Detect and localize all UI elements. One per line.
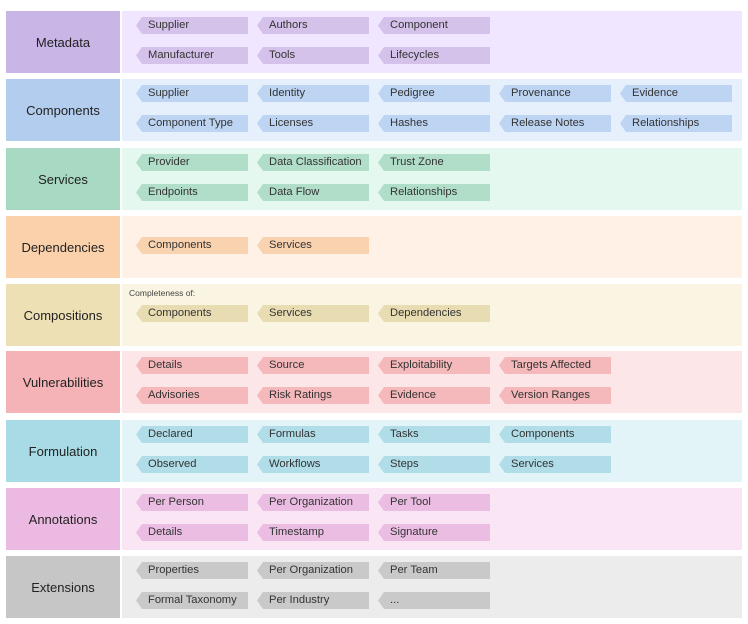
capability-chip: Formal Taxonomy [136, 592, 248, 609]
capability-chip: Data Flow [257, 184, 369, 201]
capability-chip: Licenses [257, 115, 369, 132]
capability-chip: Timestamp [257, 524, 369, 541]
row-components: Components Supplier Identity Pedigree Proven… [6, 79, 742, 141]
row-vulnerabilities: Vulnerabilities Details Source Exploitabili… [6, 351, 742, 413]
capability-chip: Relationships [378, 184, 490, 201]
capability-chip: Observed [136, 456, 248, 473]
capability-chip: Endpoints [136, 184, 248, 201]
capability-chip: Components [136, 305, 248, 322]
capability-chip: Provenance [499, 85, 611, 102]
row-body: Provider Data Classification Trust Zone End… [122, 148, 742, 210]
row-body: Per Person Per Organization Per Tool Detail… [122, 488, 742, 550]
capability-chip: Evidence [620, 85, 732, 102]
capability-chip: Details [136, 357, 248, 374]
capability-chip: Components [136, 237, 248, 254]
capability-chip: Tasks [378, 426, 490, 443]
capability-chip: Per Team [378, 562, 490, 579]
capability-chip: Declared [136, 426, 248, 443]
row-label: Extensions [6, 556, 120, 618]
row-body: Details Source Exploitability Targets Affec… [122, 351, 742, 413]
capability-chip: Release Notes [499, 115, 611, 132]
row-body: Supplier Authors Component Manufacturer Tool… [122, 11, 742, 73]
capability-chip: Targets Affected [499, 357, 611, 374]
capability-chip: Details [136, 524, 248, 541]
capability-chip: Authors [257, 17, 369, 34]
capability-chip: Version Ranges [499, 387, 611, 404]
capability-chip: Per Industry [257, 592, 369, 609]
row-label: Vulnerabilities [6, 351, 120, 413]
row-label: Services [6, 148, 120, 210]
row-label: Dependencies [6, 216, 120, 278]
capability-chip: Trust Zone [378, 154, 490, 171]
capability-chip: Exploitability [378, 357, 490, 374]
capability-chip: Evidence [378, 387, 490, 404]
capability-chip: Tools [257, 47, 369, 64]
capability-chip: Hashes [378, 115, 490, 132]
capability-chip: Component Type [136, 115, 248, 132]
row-formulation: Formulation Declared Formulas Tasks Componen… [6, 420, 742, 482]
row-extensions: Extensions Properties Per Organization Per … [6, 556, 742, 618]
capability-chip: Services [257, 305, 369, 322]
capability-chip: Formulas [257, 426, 369, 443]
capability-chip: Signature [378, 524, 490, 541]
capability-chip: Steps [378, 456, 490, 473]
capability-chip: Per Tool [378, 494, 490, 511]
capability-chip: Identity [257, 85, 369, 102]
capability-chip: Manufacturer [136, 47, 248, 64]
capability-chip: Source [257, 357, 369, 374]
row-label: Compositions [6, 284, 120, 346]
row-label: Metadata [6, 11, 120, 73]
capability-chip: Per Person [136, 494, 248, 511]
capability-chip: Workflows [257, 456, 369, 473]
capability-chip: Components [499, 426, 611, 443]
row-annotations: Annotations Per Person Per Organization Per… [6, 488, 742, 550]
row-body: Supplier Identity Pedigree Provenance Eviden… [122, 79, 742, 141]
row-label: Annotations [6, 488, 120, 550]
capability-chip: Properties [136, 562, 248, 579]
row-label: Components [6, 79, 120, 141]
capability-chip: Per Organization [257, 562, 369, 579]
row-compositions: Compositions Completeness of: Components Se… [6, 284, 742, 346]
capability-chip: Services [499, 456, 611, 473]
row-label: Formulation [6, 420, 120, 482]
capability-chip: Lifecycles [378, 47, 490, 64]
capability-chip: Provider [136, 154, 248, 171]
row-dependencies: Dependencies Components Services [6, 216, 742, 278]
capability-chip: Supplier [136, 85, 248, 102]
capability-chip: Per Organization [257, 494, 369, 511]
row-body: Properties Per Organization Per Team Formal… [122, 556, 742, 618]
capability-chip: Dependencies [378, 305, 490, 322]
capability-chip: Data Classification [257, 154, 369, 171]
row-body: Declared Formulas Tasks Components Observed W… [122, 420, 742, 482]
row-services: Services Provider Data Classification Trust… [6, 148, 742, 210]
capability-chip: Supplier [136, 17, 248, 34]
capability-chip: Risk Ratings [257, 387, 369, 404]
capability-chip: Component [378, 17, 490, 34]
capability-chip: Pedigree [378, 85, 490, 102]
row-note: Completeness of: [129, 288, 196, 298]
capability-chip: Services [257, 237, 369, 254]
capability-chip: Advisories [136, 387, 248, 404]
capability-chip: ... [378, 592, 490, 609]
row-metadata: Metadata Supplier Authors Component Manufact… [6, 11, 742, 73]
row-body: Components Services [122, 216, 742, 278]
capability-chip: Relationships [620, 115, 732, 132]
row-body: Completeness of: Components Services Depend… [122, 284, 742, 346]
